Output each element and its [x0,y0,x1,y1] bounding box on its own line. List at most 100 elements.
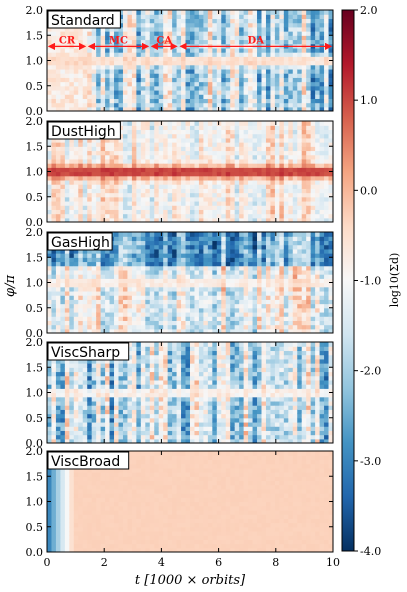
heatmap-cell [315,213,321,219]
heatmap-cell [310,175,316,181]
heatmap-cell [167,236,173,242]
heatmap-cell [283,261,289,267]
heatmap-cell [279,171,285,177]
heatmap-cell [194,102,200,108]
heatmap-cell [221,39,227,45]
heatmap-cell [64,188,70,194]
heatmap-cell [274,196,280,202]
heatmap-cell [140,154,146,160]
heatmap-cell [109,39,115,45]
heatmap-cell [131,150,137,156]
heatmap-cell [82,146,88,152]
heatmap-cell [194,133,200,139]
heatmap-cell [230,102,236,108]
heatmap-cell [149,295,155,300]
heatmap-cell [310,163,316,168]
heatmap-cell [55,217,62,222]
heatmap-cell [297,150,303,156]
heatmap-cell [149,307,155,313]
heatmap-cell [51,209,57,215]
heatmap-cell [131,299,137,305]
heatmap-cell [283,244,289,250]
heatmap-cell [225,303,231,309]
heatmap-cell [221,77,227,83]
heatmap-cell [140,68,146,74]
heatmap-cell [47,363,53,368]
heatmap-cell [279,188,285,194]
heatmap-cell [140,150,146,156]
heatmap-cell [207,188,213,194]
heatmap-cell [82,320,88,326]
heatmap-cell [82,68,88,74]
heatmap-cell [301,35,307,41]
heatmap-cell [131,68,137,74]
panel-label: DustHigh [51,124,116,140]
heatmap-cell [265,125,272,131]
heatmap-cell [216,133,222,139]
heatmap-cell [306,14,312,20]
heatmap-cell [47,217,53,222]
heatmap-cell [185,299,191,305]
heatmap-cell [207,167,213,173]
heatmap-cell [248,47,254,53]
heatmap-cell [55,295,62,300]
heatmap-cell [105,286,111,292]
heatmap-cell [149,316,155,321]
heatmap-cell [288,39,294,45]
heatmap-cell [194,167,200,173]
heatmap-cell [60,192,66,198]
heatmap-cell [100,85,106,91]
heatmap-cell [252,85,258,91]
heatmap-cell [158,35,164,41]
heatmap-cell [69,213,75,219]
heatmap-cell [225,158,231,164]
heatmap-cell [181,179,187,185]
heatmap-cell [234,320,240,326]
heatmap-cell [265,150,272,156]
heatmap-cell [167,171,173,177]
heatmap-cell [140,217,146,222]
heatmap-cell [55,311,62,317]
heatmap-cell [105,146,111,152]
heatmap-cell [225,150,231,156]
heatmap-cell [55,324,62,330]
heatmap-cell [270,307,276,313]
heatmap-cell [69,438,75,443]
heatmap-cell [181,98,187,104]
heatmap-cell [279,278,285,284]
heatmap-cell [203,311,209,317]
heatmap-cell [207,282,213,288]
heatmap-cell [270,324,276,330]
heatmap-cell [306,257,312,263]
heatmap-cell [292,142,298,147]
heatmap-cell [176,282,182,288]
heatmap-cell [225,142,231,147]
heatmap-cell [47,213,53,219]
heatmap-cell [91,388,97,394]
heatmap-cell [324,77,330,83]
heatmap-cell [100,142,106,147]
heatmap-cell [257,47,263,53]
heatmap-cell [131,158,137,164]
heatmap-cell [127,52,133,57]
heatmap-cell [96,307,102,313]
heatmap-cell [114,35,120,41]
heatmap-cell [274,311,280,317]
heatmap-cell [73,438,79,443]
heatmap-cell [328,200,333,206]
heatmap-cell [203,150,209,156]
heatmap-cell [78,154,84,160]
heatmap-cell [176,240,182,246]
heatmap-cell [234,209,240,215]
heatmap-cell [279,81,285,87]
heatmap-cell [270,253,276,258]
heatmap-cell [167,192,173,198]
heatmap-cell [154,295,160,300]
heatmap-cell [149,179,155,185]
heatmap-cell [270,311,276,317]
heatmap-cell [239,171,245,177]
heatmap-cell [131,129,137,135]
heatmap-cell [163,73,169,78]
heatmap-cell [221,89,227,95]
heatmap-cell [145,184,151,189]
